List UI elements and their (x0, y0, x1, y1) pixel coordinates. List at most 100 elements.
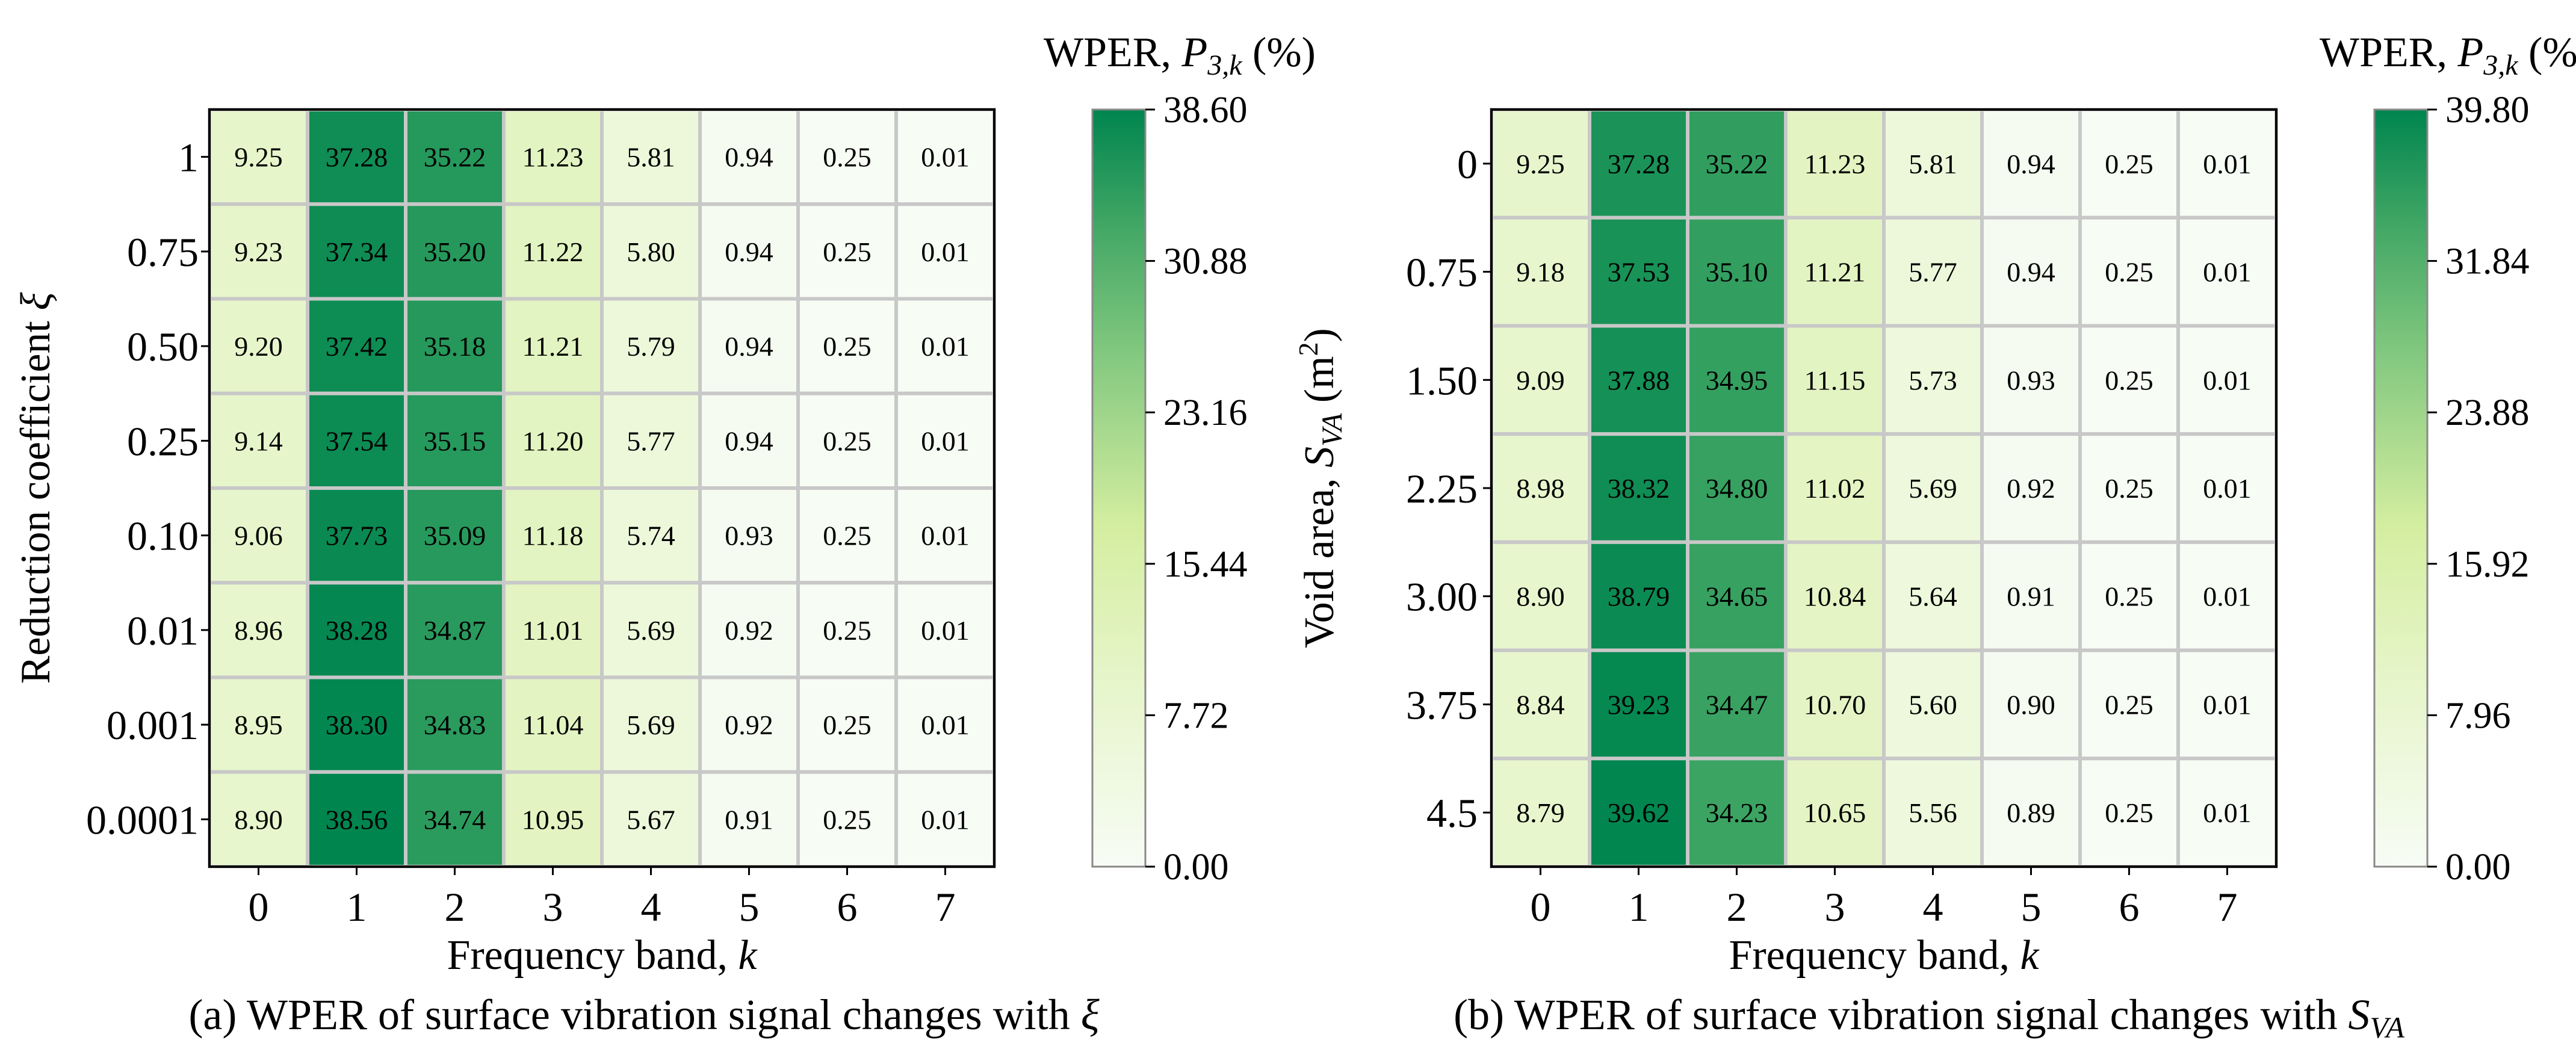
heatmap-cell (306, 581, 407, 679)
heatmap-cell (894, 581, 996, 679)
x-tick-label: 4 (1923, 884, 1943, 930)
heatmap-cell (306, 202, 407, 301)
cell-value-label: 9.14 (234, 425, 283, 456)
cell-value-label: 34.47 (1706, 689, 1768, 720)
heatmap-cell (404, 770, 506, 868)
colorbar-tick-label: 23.16 (1163, 392, 1248, 433)
colorbar-tick-label: 15.44 (1163, 544, 1248, 585)
cell-value-label: 37.42 (326, 331, 388, 362)
x-tick-label: 3 (543, 884, 563, 930)
cell-value-label: 11.04 (522, 710, 584, 740)
cell-value-label: 0.93 (725, 521, 773, 551)
figure-caption: (b) WPER of surface vibration signal cha… (1454, 991, 2404, 1044)
cell-value-label: 0.01 (921, 710, 970, 740)
heatmap-cell (1784, 324, 1886, 436)
heatmap-cell (1686, 215, 1788, 328)
y-tick-label: 3.00 (1406, 574, 1478, 620)
y-tick-label: 0.0001 (86, 797, 199, 843)
cell-value-label: 37.73 (326, 521, 388, 551)
cell-value-label: 11.02 (1804, 473, 1866, 504)
heatmap-cell (1980, 540, 2082, 652)
cell-value-label: 37.88 (1608, 365, 1670, 395)
cell-value-label: 11.22 (522, 237, 584, 267)
cell-value-label: 0.92 (2007, 473, 2055, 504)
cell-value-label: 0.25 (823, 425, 872, 456)
cell-value-label: 10.84 (1804, 581, 1866, 612)
cell-value-label: 0.92 (725, 710, 773, 740)
y-tick-label: 1 (178, 135, 199, 181)
cell-value-label: 11.21 (522, 331, 584, 362)
heatmap-cell (698, 581, 800, 679)
colorbar-tick-label: 15.92 (2445, 544, 2530, 585)
colorbar-tick-label: 0.00 (2445, 847, 2511, 888)
heatmap-cell (2078, 648, 2180, 761)
cell-value-label: 0.01 (921, 804, 970, 835)
cell-value-label: 5.67 (627, 804, 675, 835)
cell-value-label: 9.25 (1516, 149, 1565, 179)
cell-value-label: 0.25 (2105, 257, 2153, 288)
cell-value-label: 0.25 (2105, 797, 2153, 828)
y-tick-label: 0.75 (127, 229, 199, 275)
heatmap-cell (502, 202, 604, 301)
heatmap-cell (306, 675, 407, 774)
cell-value-label: 0.92 (725, 615, 773, 646)
x-tick-label: 1 (1629, 884, 1649, 930)
cell-value-label: 5.74 (627, 521, 675, 551)
x-tick-label: 4 (641, 884, 661, 930)
heatmap-cell (404, 297, 506, 395)
heatmap-cell (2078, 540, 2180, 652)
cell-value-label: 10.95 (522, 804, 584, 835)
colorbar (2373, 108, 2429, 868)
colorbar-tick-label: 0.00 (1163, 847, 1229, 888)
cell-value-label: 9.09 (1516, 365, 1565, 395)
cell-value-label: 0.01 (921, 521, 970, 551)
cell-value-label: 11.18 (522, 521, 584, 551)
cell-value-label: 9.25 (234, 142, 283, 173)
cell-value-label: 11.20 (522, 425, 584, 456)
cell-value-label: 5.81 (627, 142, 675, 173)
cell-value-label: 0.94 (2007, 149, 2055, 179)
x-tick-label: 7 (935, 884, 956, 930)
heatmap-cell (600, 770, 702, 868)
heatmap-cell (698, 675, 800, 774)
cell-value-label: 0.25 (823, 237, 872, 267)
cell-value-label: 0.90 (2007, 689, 2055, 720)
cell-value-label: 37.34 (326, 237, 388, 267)
heatmap-cell (600, 581, 702, 679)
cell-value-label: 0.25 (2105, 689, 2153, 720)
y-tick-label: 3.75 (1406, 682, 1478, 728)
cell-value-label: 5.73 (1909, 365, 1957, 395)
cell-value-label: 0.01 (2203, 149, 2252, 179)
heatmap-cell (894, 770, 996, 868)
cell-value-label: 37.28 (326, 142, 388, 173)
cell-value-label: 11.15 (1804, 365, 1866, 395)
cell-value-label: 9.06 (234, 521, 283, 551)
x-tick-label: 0 (1531, 884, 1551, 930)
cell-value-label: 34.87 (424, 615, 486, 646)
y-tick-label: 0.75 (1406, 250, 1478, 296)
heatmap-cell (1784, 648, 1886, 761)
x-tick-label: 6 (2119, 884, 2140, 930)
cell-value-label: 0.01 (2203, 581, 2252, 612)
cell-value-label: 34.23 (1706, 797, 1768, 828)
x-tick-label: 5 (2021, 884, 2042, 930)
y-axis-label: Reduction coefficient ξ (13, 292, 59, 684)
x-tick-label: 6 (837, 884, 858, 930)
cell-value-label: 5.79 (627, 331, 675, 362)
y-tick-label: 2.25 (1406, 466, 1478, 512)
cell-value-label: 0.89 (2007, 797, 2055, 828)
cell-value-label: 10.70 (1804, 689, 1866, 720)
cell-value-label: 8.90 (1516, 581, 1565, 612)
cell-value-label: 38.56 (326, 804, 388, 835)
cell-value-label: 8.90 (234, 804, 283, 835)
heatmap-cell (2176, 215, 2278, 328)
heatmap-cell (1784, 432, 1886, 544)
heatmap-cell (600, 675, 702, 774)
heatmap-cell (208, 675, 309, 774)
cell-value-label: 39.23 (1608, 689, 1670, 720)
colorbar-tick-label: 30.88 (1163, 241, 1248, 282)
colorbar-tick-label: 7.96 (2445, 695, 2511, 736)
cell-value-label: 0.01 (921, 615, 970, 646)
cell-value-label: 38.79 (1608, 581, 1670, 612)
